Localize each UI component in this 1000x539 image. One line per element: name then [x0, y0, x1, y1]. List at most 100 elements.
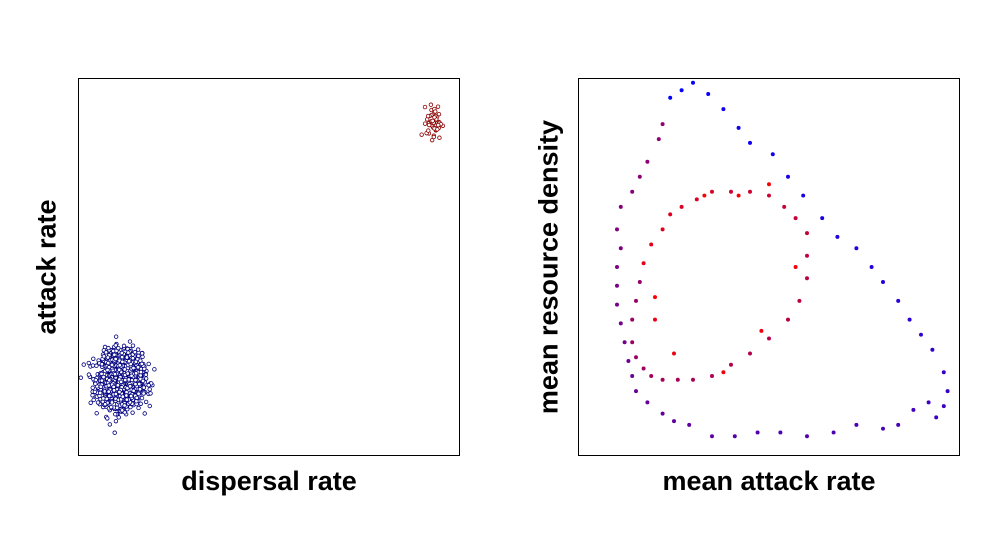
left-data-point: [95, 400, 101, 405]
left-data-point: [91, 356, 96, 361]
right-data-point: [721, 107, 726, 112]
left-data-point: [117, 389, 122, 395]
left-data-point: [98, 384, 103, 389]
left-data-point: [113, 418, 119, 424]
right-scatter-plot: [615, 80, 950, 439]
left-data-point: [133, 371, 139, 376]
right-data-point: [637, 174, 642, 179]
left-data-point: [109, 400, 115, 405]
left-data-point: [90, 385, 95, 390]
right-data-point: [767, 336, 771, 341]
right-data-point: [941, 404, 946, 409]
left-data-point: [101, 354, 107, 359]
right-data-point: [660, 122, 665, 127]
left-data-point: [140, 378, 146, 384]
left-data-point: [135, 365, 141, 370]
left-data-point: [101, 374, 106, 380]
left-data-point: [106, 383, 111, 388]
right-data-point: [930, 347, 935, 352]
right-data-point: [934, 415, 939, 420]
right-data-point: [778, 430, 783, 435]
left-data-point: [136, 405, 141, 411]
right-data-point: [748, 140, 752, 145]
left-data-point: [435, 127, 440, 132]
left-data-point: [102, 344, 108, 350]
right-data-point: [630, 317, 635, 322]
left-data-point: [141, 391, 146, 396]
right-data-point: [911, 407, 916, 412]
right-y-axis-label: mean resource density: [533, 119, 564, 415]
left-data-point: [99, 378, 105, 383]
right-data-point: [805, 231, 809, 236]
right-data-point: [656, 137, 661, 142]
right-data-point: [675, 377, 680, 382]
left-data-point: [90, 393, 95, 398]
left-data-point: [99, 371, 104, 377]
left-data-point: [430, 118, 435, 124]
right-plot-area: [578, 78, 960, 456]
right-data-point: [706, 92, 711, 97]
left-data-point: [147, 403, 152, 409]
right-data-point: [820, 216, 825, 221]
right-data-point: [641, 261, 646, 266]
right-data-point: [679, 88, 684, 93]
left-data-point: [94, 411, 99, 416]
right-data-point: [835, 234, 840, 239]
left-data-point: [88, 400, 93, 405]
left-data-point: [127, 339, 133, 344]
left-data-point: [92, 389, 98, 395]
left-data-point: [133, 381, 138, 387]
right-data-point: [710, 189, 714, 194]
left-data-point: [122, 403, 127, 408]
right-data-point: [679, 204, 684, 209]
right-data-point: [615, 227, 619, 232]
left-data-point: [125, 371, 130, 376]
right-data-point: [919, 332, 923, 337]
right-data-point: [618, 246, 623, 251]
left-data-point: [90, 363, 96, 368]
left-data-point: [134, 395, 139, 401]
left-data-point: [422, 121, 428, 126]
left-data-point: [133, 359, 139, 364]
left-data-point: [114, 405, 120, 410]
right-data-point: [805, 276, 809, 281]
right-data-point: [801, 193, 806, 198]
right-data-point: [634, 389, 638, 394]
left-data-point: [148, 391, 153, 396]
left-data-point: [132, 349, 138, 355]
right-data-point: [630, 340, 635, 345]
left-data-point: [124, 397, 130, 402]
left-data-point: [131, 365, 136, 371]
left-data-point: [426, 128, 431, 133]
left-data-point: [137, 387, 143, 392]
right-data-point: [854, 246, 859, 251]
left-data-point: [143, 399, 149, 405]
left-data-point: [105, 367, 110, 373]
left-data-point: [102, 402, 108, 407]
right-data-point: [732, 434, 737, 439]
right-data-point: [793, 216, 798, 221]
left-data-point: [113, 356, 118, 362]
right-data-point: [941, 370, 946, 375]
left-data-point: [146, 383, 151, 388]
left-scatter-plot: [79, 102, 446, 435]
left-data-point: [142, 411, 147, 416]
right-data-point: [634, 298, 638, 303]
left-data-point: [140, 354, 145, 360]
left-data-point: [129, 373, 134, 378]
right-data-point: [672, 351, 676, 356]
left-data-point: [138, 369, 144, 375]
left-data-point: [116, 415, 121, 420]
right-data-point: [896, 298, 901, 303]
right-data-point: [694, 197, 699, 202]
left-data-point: [79, 375, 83, 380]
left-data-point: [112, 430, 117, 435]
left-data-point: [111, 384, 116, 390]
left-data-point: [118, 379, 124, 385]
left-data-point: [131, 388, 136, 393]
left-data-point: [81, 362, 86, 367]
left-data-point: [126, 359, 132, 364]
left-data-point: [135, 347, 141, 352]
left-data-point: [136, 391, 141, 396]
left-data-point: [103, 350, 109, 355]
